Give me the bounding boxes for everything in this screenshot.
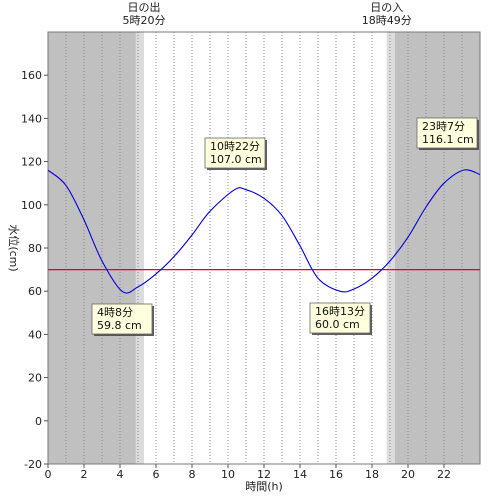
tide-level-line — [47, 169, 481, 294]
x-axis-title: 時間(h) — [245, 480, 283, 493]
sunset-label: 日の入 — [370, 1, 403, 14]
x-tick-label: 8 — [189, 468, 196, 481]
y-tick-label: 20 — [28, 372, 42, 385]
callout-time: 4時8分 — [97, 306, 133, 319]
y-axis-title: 水位(cm) — [7, 224, 21, 271]
y-tick-label: 60 — [28, 285, 42, 298]
x-tick-label: 6 — [153, 468, 160, 481]
x-tick-label: 2 — [81, 468, 88, 481]
x-tick-label: 0 — [45, 468, 52, 481]
y-tick-label: 80 — [28, 242, 42, 255]
sunset-time: 18時49分 — [362, 14, 412, 27]
x-tick-label: 14 — [293, 468, 307, 481]
y-tick-label: 0 — [35, 415, 42, 428]
callout-time: 23時7分 — [422, 120, 465, 133]
x-tick-label: 20 — [401, 468, 415, 481]
callout-time: 10時22分 — [210, 140, 260, 153]
callout-value: 59.8 cm — [97, 319, 142, 332]
night-band-morning — [48, 32, 136, 464]
x-tick-label: 4 — [117, 468, 124, 481]
y-tick-label: 160 — [21, 69, 42, 82]
y-tick-label: 100 — [21, 199, 42, 212]
sunrise-label: 日の出 — [127, 0, 160, 14]
callout-box — [91, 303, 153, 335]
x-tick-label: 10 — [221, 468, 235, 481]
x-tick-label: 16 — [329, 468, 343, 481]
callout-value: 116.1 cm — [422, 133, 474, 146]
sunrise-time: 5時20分 — [122, 14, 165, 27]
y-tick-label: 120 — [21, 156, 42, 169]
night-band-evening — [394, 32, 480, 464]
twilight-band-morning — [135, 32, 144, 464]
y-tick-label: -20 — [24, 458, 42, 471]
callout-time: 16時13分 — [315, 305, 365, 318]
callout-box — [309, 302, 371, 334]
twilight-band-evening — [386, 32, 395, 464]
y-tick-label: 140 — [21, 112, 42, 125]
x-tick-label: 22 — [437, 468, 451, 481]
y-tick-label: 40 — [28, 328, 42, 341]
callout-box — [416, 117, 478, 149]
x-tick-label: 12 — [257, 468, 271, 481]
callout-value: 107.0 cm — [210, 153, 262, 166]
callout-value: 60.0 cm — [315, 318, 360, 331]
day-band — [143, 32, 387, 464]
x-tick-label: 18 — [365, 468, 379, 481]
callout-box — [204, 137, 266, 169]
